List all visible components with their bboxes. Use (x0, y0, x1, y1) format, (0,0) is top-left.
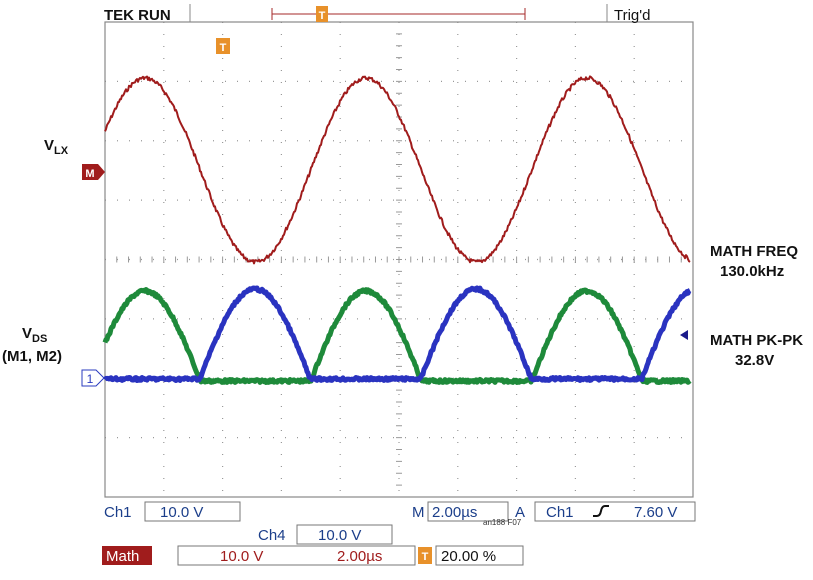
math-pkpk-label: MATH PK-PK (710, 332, 803, 349)
ch1-marker-label: 1 (87, 372, 94, 386)
math-freq-label: MATH FREQ (710, 243, 798, 260)
trigger-box (534, 501, 696, 522)
ch4-scale: 10.0 V (318, 527, 361, 544)
vds-sub: DS (32, 333, 47, 345)
math-scale: 10.0 V (220, 548, 263, 565)
trigger-position-marker (216, 38, 230, 54)
ch4-box (296, 524, 393, 545)
trigger-mode: A (515, 504, 525, 521)
timebase-box (427, 501, 509, 522)
timebase-label: M (412, 504, 425, 521)
trigger-state: Trig'd (614, 7, 650, 24)
math-box (177, 545, 416, 566)
vlx-sub: LX (54, 145, 69, 157)
timebase-value: 2.00µs (432, 504, 477, 521)
math-marker (82, 164, 105, 180)
figure-id: an188 F07 (483, 518, 522, 527)
vlx-label: VLX (44, 137, 69, 157)
vds-label: VDS (22, 325, 47, 345)
trigger-position-label: T (220, 42, 227, 54)
vlx-main: V (44, 137, 54, 154)
trigger-icon (316, 6, 328, 22)
math-time: 2.00µs (337, 548, 382, 565)
math-trigger-icon-label: T (422, 551, 429, 563)
math-pkpk-value: 32.8V (735, 352, 774, 369)
ch4-label: Ch4 (258, 527, 286, 544)
status: TEK RUN (104, 7, 171, 24)
ch1-scale: 10.0 V (160, 504, 203, 521)
ch1-box (144, 501, 241, 522)
waveforms (102, 75, 692, 385)
math-freq-value: 130.0kHz (720, 263, 784, 280)
vds-note: (M1, M2) (2, 348, 62, 365)
vds-main: V (22, 325, 32, 342)
vlx-trace (104, 75, 691, 265)
math-marker-label: M (85, 168, 94, 180)
trigger-slope-icon (593, 505, 609, 517)
trigger-source: Ch1 (546, 504, 574, 521)
trigger-level-marker (680, 330, 688, 340)
vds-m2-trace (103, 285, 692, 383)
position-box (435, 545, 524, 566)
math-position: 20.00 % (441, 548, 496, 565)
vds-m1-trace (102, 287, 692, 385)
math-label: Math (106, 548, 139, 565)
trigger-level: 7.60 V (634, 504, 677, 521)
ch1-marker (81, 369, 105, 387)
math-label-bg (102, 546, 152, 565)
ch1-label: Ch1 (104, 504, 132, 521)
graticule-frame (104, 21, 694, 498)
trigger-icon-label: T (319, 10, 326, 22)
math-trigger-icon (418, 547, 432, 564)
